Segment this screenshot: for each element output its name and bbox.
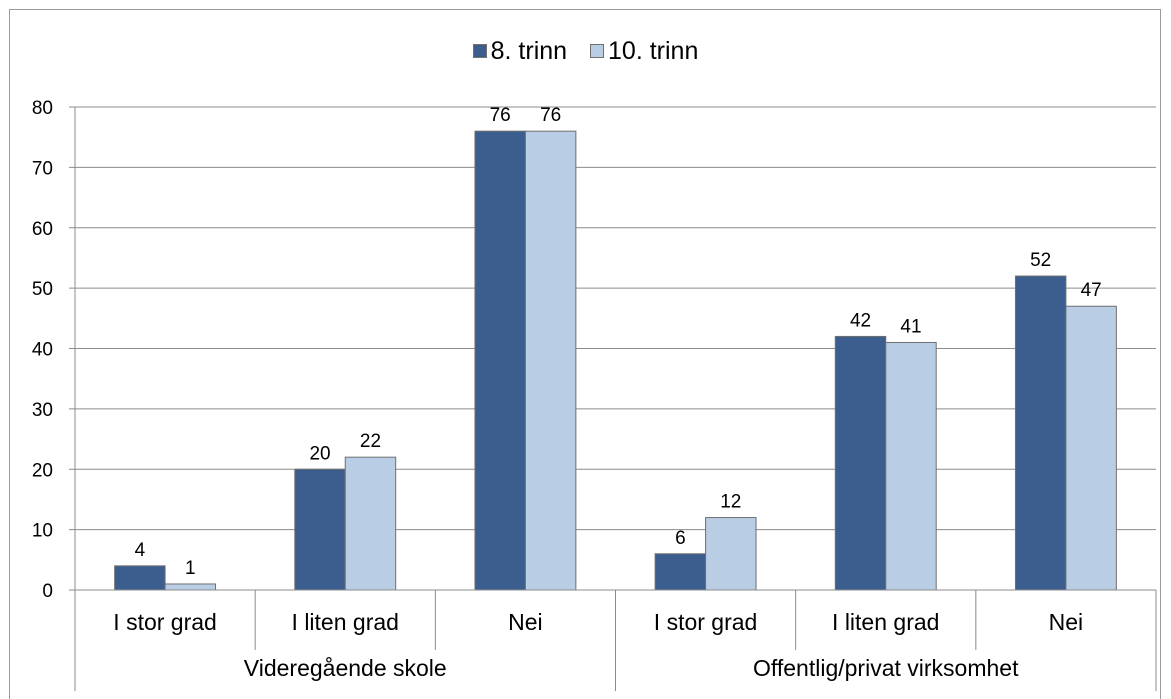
bar-8-trinn xyxy=(294,468,346,591)
chart-legend: 8. trinn 10. trinn xyxy=(0,36,1171,66)
legend-swatch-series-2 xyxy=(590,44,605,58)
data-label: 22 xyxy=(360,431,381,452)
data-label: 52 xyxy=(1030,250,1051,271)
data-label: 76 xyxy=(490,105,511,126)
y-tick-label: 50 xyxy=(32,279,53,300)
x-category-label: I stor grad xyxy=(654,609,758,635)
x-category-label: Nei xyxy=(508,609,543,635)
bar-10-trinn xyxy=(1065,305,1117,591)
chart-frame xyxy=(9,9,1161,699)
x-category-label: Nei xyxy=(1049,609,1084,635)
y-tick-label: 20 xyxy=(32,460,53,481)
bar-8-trinn xyxy=(114,565,166,591)
data-label: 20 xyxy=(309,443,330,464)
data-label: 6 xyxy=(675,528,686,549)
bar-8-trinn xyxy=(1014,275,1067,591)
bar-10-trinn xyxy=(524,130,577,591)
x-group-label: Offentlig/privat virksomhet xyxy=(753,655,1019,681)
bar-8-trinn xyxy=(654,553,707,591)
data-label: 41 xyxy=(900,316,921,337)
y-tick-label: 70 xyxy=(32,158,53,179)
data-label: 42 xyxy=(850,310,871,331)
y-tick-label: 80 xyxy=(32,98,53,119)
y-tick-label: 30 xyxy=(32,400,53,421)
data-label: 1 xyxy=(185,558,196,579)
y-tick-label: 0 xyxy=(42,581,53,602)
bar-10-trinn xyxy=(705,517,757,591)
legend-label-series-2: 10. trinn xyxy=(608,36,699,65)
x-category-label: I stor grad xyxy=(113,609,217,635)
data-label: 12 xyxy=(720,492,741,513)
bar-10-trinn xyxy=(164,583,217,591)
legend-swatch-series-1 xyxy=(472,44,487,58)
bar-10-trinn xyxy=(344,456,397,591)
legend-item-series-2: 10. trinn xyxy=(590,37,698,66)
x-group-label: Videregående skole xyxy=(244,655,447,681)
y-tick-label: 60 xyxy=(32,219,53,240)
data-label: 47 xyxy=(1081,280,1102,301)
y-tick-label: 10 xyxy=(32,521,53,542)
y-tick-label: 40 xyxy=(32,340,53,361)
bar-8-trinn xyxy=(834,335,887,591)
x-category-label: I liten grad xyxy=(832,609,939,635)
data-label: 76 xyxy=(540,105,561,126)
bar-8-trinn xyxy=(474,130,526,591)
legend-label-series-1: 8. trinn xyxy=(490,36,568,65)
bar-10-trinn xyxy=(885,341,937,591)
x-category-label: I liten grad xyxy=(292,609,399,635)
data-label: 4 xyxy=(135,540,146,561)
legend-item-series-1: 8. trinn xyxy=(472,36,568,66)
